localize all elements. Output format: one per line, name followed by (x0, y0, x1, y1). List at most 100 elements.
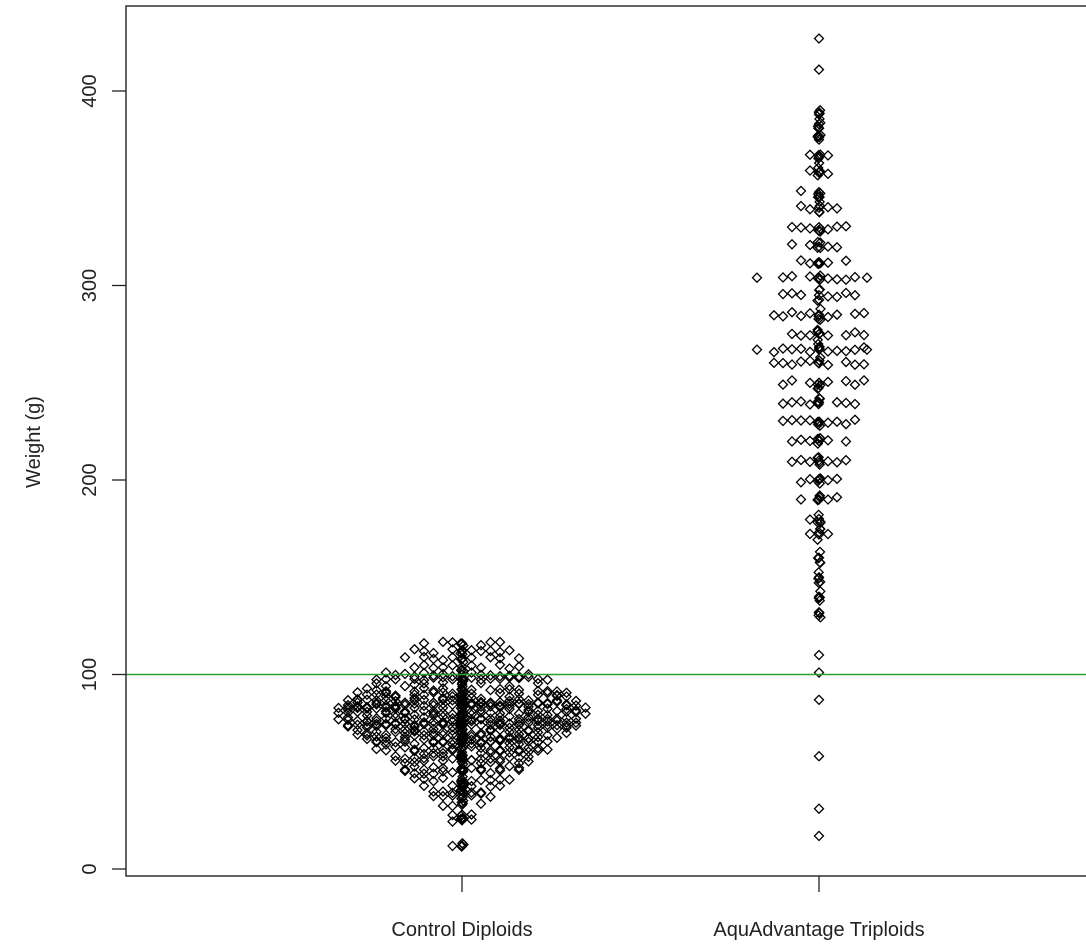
control-diploids-point (513, 693, 525, 705)
control-diploids-point (485, 725, 496, 737)
aquadvantage-triploids-point (812, 416, 824, 428)
aquadvantage-triploids-point (814, 352, 826, 363)
control-diploids-point (399, 757, 411, 769)
aquadvantage-triploids-point (786, 343, 798, 355)
control-diploids-point (390, 723, 401, 735)
aquadvantage-triploids-point (804, 528, 816, 540)
control-diploids-point (437, 661, 449, 673)
aquadvantage-triploids-point (831, 309, 843, 321)
control-diploids-point (475, 774, 487, 786)
control-diploids-point (361, 683, 373, 694)
aquadvantage-triploids-point (831, 241, 843, 253)
control-diploids-point (380, 713, 392, 724)
aquadvantage-triploids-point (812, 475, 824, 487)
control-diploids-point (352, 686, 363, 698)
control-diploids-point (494, 763, 506, 774)
control-diploids-point (458, 839, 469, 851)
control-diploids-point (371, 726, 382, 738)
control-diploids-point (371, 743, 382, 755)
control-diploids-point (390, 690, 401, 702)
aquadvantage-triploids-point (840, 345, 852, 357)
control-diploids-point (437, 786, 449, 798)
control-diploids-point (485, 698, 496, 710)
control-diploids-point (532, 677, 544, 689)
control-diploids-point (475, 713, 487, 725)
control-diploids-point (523, 695, 534, 706)
aquadvantage-triploids-point (777, 357, 789, 369)
control-diploids-point (456, 684, 467, 695)
control-diploids-point (409, 702, 420, 714)
control-diploids-point (570, 706, 582, 718)
control-diploids-point (457, 672, 469, 684)
aquadvantage-triploids-point (822, 223, 834, 235)
control-diploids-point (551, 705, 563, 717)
aquadvantage-triploids-point (812, 379, 824, 391)
control-diploids-point (447, 708, 458, 720)
control-diploids-point (532, 705, 544, 717)
control-diploids-point (485, 707, 496, 719)
x-axis: Control Diploids AquAdvantage Triploids (391, 876, 925, 941)
control-diploids-point (390, 717, 401, 729)
aquadvantage-triploids-point (812, 162, 824, 174)
control-diploids-point (542, 719, 553, 731)
control-diploids-point (466, 728, 477, 740)
control-diploids-point (455, 638, 467, 650)
control-diploids-point (409, 661, 420, 673)
aquadvantage-triploids-point (813, 153, 824, 164)
control-diploids-point (551, 696, 563, 708)
control-diploids-point (561, 700, 572, 711)
control-diploids-point (418, 752, 430, 764)
control-diploids-point (494, 774, 506, 785)
control-diploids-point (428, 685, 439, 696)
control-diploids-point (475, 757, 487, 769)
control-diploids-point (504, 671, 515, 683)
control-diploids-point (428, 775, 439, 787)
aquadvantage-triploids-point (814, 314, 826, 326)
control-diploids-point (504, 774, 515, 785)
control-diploids-point (485, 636, 496, 648)
aquadvantage-triploids-point (822, 168, 834, 180)
control-diploids-point (371, 735, 382, 747)
aquadvantage-triploids-point (786, 270, 798, 282)
aquadvantage-triploids-point (822, 330, 834, 341)
control-diploids-point (551, 694, 563, 706)
aquadvantage-triploids-point (815, 129, 826, 141)
aquadvantage-triploids-point (768, 309, 780, 321)
control-diploids-point (428, 737, 439, 749)
control-diploids-point (437, 772, 449, 784)
aquadvantage-triploids-point (804, 239, 816, 251)
control-diploids-point (428, 786, 439, 798)
control-diploids-point (570, 700, 582, 712)
aquadvantage-triploids-point (814, 113, 825, 125)
control-diploids-point (342, 719, 354, 731)
control-diploids-point (390, 673, 401, 685)
control-diploids-point (361, 701, 373, 713)
control-diploids-point (475, 662, 487, 674)
x-tick-label: AquAdvantage Triploids (713, 919, 924, 941)
control-diploids-point (447, 659, 458, 671)
aquadvantage-triploids-point (849, 289, 861, 301)
aquadvantage-triploids-point (814, 478, 826, 489)
aquadvantage-triploids-point (804, 473, 816, 485)
control-diploids-point (399, 727, 411, 739)
control-diploids-point (466, 644, 477, 656)
control-diploids-point (504, 718, 515, 730)
y-tick-label: 100 (79, 658, 101, 691)
control-diploids-point (361, 733, 373, 745)
aquadvantage-triploids-point (786, 414, 798, 426)
aquadvantage-triploids-point (795, 396, 807, 407)
control-diploids-point (380, 729, 392, 741)
control-diploids-point (418, 637, 430, 649)
aquadvantage-triploids-point (777, 288, 789, 300)
aquadvantage-triploids-point (813, 750, 825, 762)
control-diploids-point (504, 741, 515, 753)
control-diploids-point (513, 672, 525, 684)
control-diploids-point (532, 719, 544, 731)
aquadvantage-triploids-point (814, 420, 826, 432)
control-diploids-point (523, 742, 534, 754)
control-diploids-point (418, 711, 430, 723)
aquadvantage-triploids-point (822, 201, 834, 213)
control-diploids-point (475, 674, 487, 686)
aquadvantage-triploids-point (813, 416, 825, 428)
aquadvantage-triploids-point (840, 255, 852, 267)
